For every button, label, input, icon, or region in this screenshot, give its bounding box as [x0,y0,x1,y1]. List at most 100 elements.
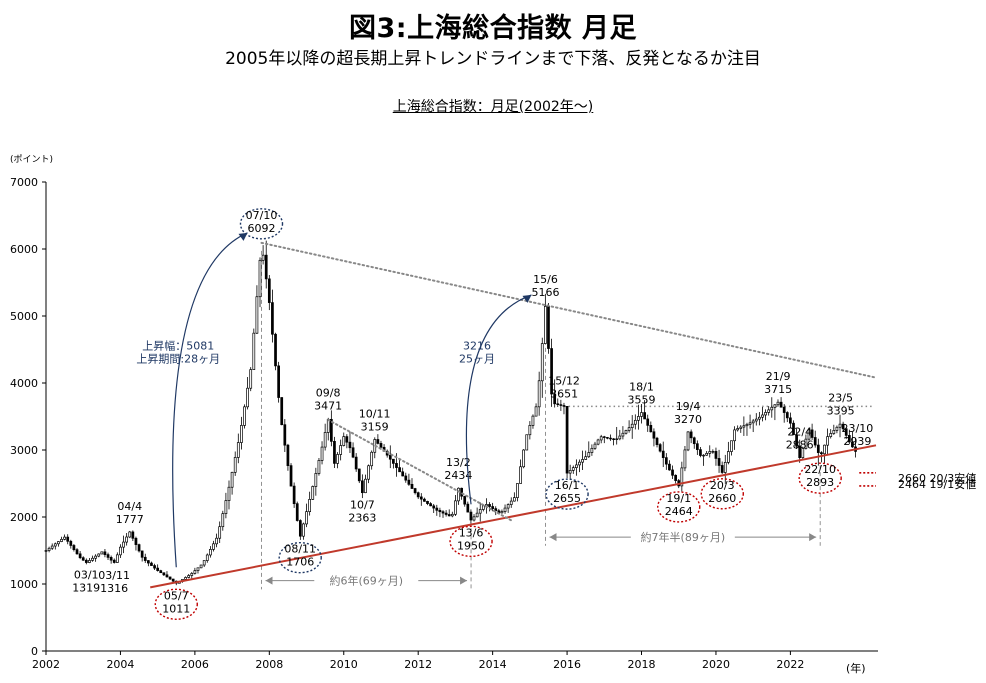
candle-body [615,438,619,440]
y-tick-label: 2000 [10,511,38,524]
candle-body [575,464,578,468]
candle-body [782,406,786,413]
candle-body [323,432,327,448]
candle-body [190,573,194,576]
candle-body [280,397,284,426]
candle-body [218,526,222,539]
candle-body [795,434,798,447]
candle-body [643,412,646,420]
annotation-circle [700,478,744,510]
candle-body [258,259,262,298]
candle-body [295,503,299,521]
candle-body [627,427,631,431]
candle-body [668,463,671,471]
rise-note: 上昇幅：5081 上昇期間:28ヶ月 [136,340,220,366]
candle-body [379,443,383,448]
candle-body [813,437,817,446]
candle-body [413,488,417,494]
candle-body [810,429,814,438]
candle-body [209,549,212,556]
candle-body [125,536,129,543]
candle-body [785,412,789,419]
candle-body [140,550,144,558]
candle-body [351,447,355,458]
candle-body [162,572,166,576]
y-tick-label: 4000 [10,377,38,390]
candle-body [798,445,802,458]
candle-body [267,278,271,303]
candle-body [578,461,581,466]
candle-body [240,425,243,443]
horizontal-line-label: 2660 20/3安値 [898,471,976,485]
candle-body [590,447,594,453]
resistance-trendline [327,418,513,522]
candle-body [829,433,833,437]
span-arrowhead [549,533,557,542]
candle-body [156,567,160,571]
candle-body [317,460,321,474]
span-arrowhead [809,533,817,542]
candle-body [714,451,718,459]
candle-body [646,418,650,426]
candle-body [187,575,191,578]
candle-body [302,523,305,537]
candle-body [550,348,553,395]
candle-body [658,444,662,452]
candle-body [835,426,839,431]
y-tick-label: 0 [31,645,38,658]
candle-body [748,422,752,425]
candle-body [205,554,209,561]
candle-body [202,560,206,566]
annotation-circle [154,588,198,620]
horizontal-line-label: 2464 19/1安値 [898,477,976,491]
candle-body [246,387,249,408]
candle-body [633,419,637,425]
candle-body [556,403,560,405]
candle-body [171,578,175,582]
annotation-label: 10/7 2363 [348,499,376,525]
candle-body [165,574,169,578]
annotation-label: 04/4 1777 [116,500,144,526]
candle-body [91,557,94,561]
candle-body [739,426,743,429]
candle-body [640,412,643,417]
candle-body [723,462,727,473]
candle-body [661,450,665,458]
annotation-circle [545,478,589,510]
figure-subtitle: 2005年以降の超長期上昇トレンドラインまで下落、反発となるか注目 [225,49,761,69]
candle-body [103,551,107,555]
x-tick-label: 2014 [479,658,507,671]
candle-body [618,435,622,440]
annotation-label: 08/11 1706 [284,543,316,569]
annotation-label: 23/5 3395 [827,392,855,418]
candle-body [478,509,482,514]
candle-body [692,437,696,445]
annotation-circle [657,491,701,523]
annotation-label: 19/1 2464 [665,492,693,518]
candle-body [196,567,200,571]
candle-body [587,452,591,458]
y-tick-label: 5000 [10,310,38,323]
candle-body [450,513,454,517]
candle-body [544,306,547,344]
candle-body [838,423,842,428]
candle-body [212,543,215,550]
candle-body [475,512,479,518]
y-tick-label: 3000 [10,444,38,457]
candle-body [599,436,603,441]
x-tick-label: 2012 [404,658,432,671]
candle-body [333,441,336,464]
candle-body [115,554,119,563]
candle-body [289,465,293,487]
y-tick-label: 7000 [10,176,38,189]
candle-body [277,365,280,398]
candle-body [671,469,674,476]
candle-body [404,475,408,481]
candle-body [463,495,467,505]
candle-body [823,444,826,455]
candle-body [525,434,529,451]
candle-body [531,415,535,426]
